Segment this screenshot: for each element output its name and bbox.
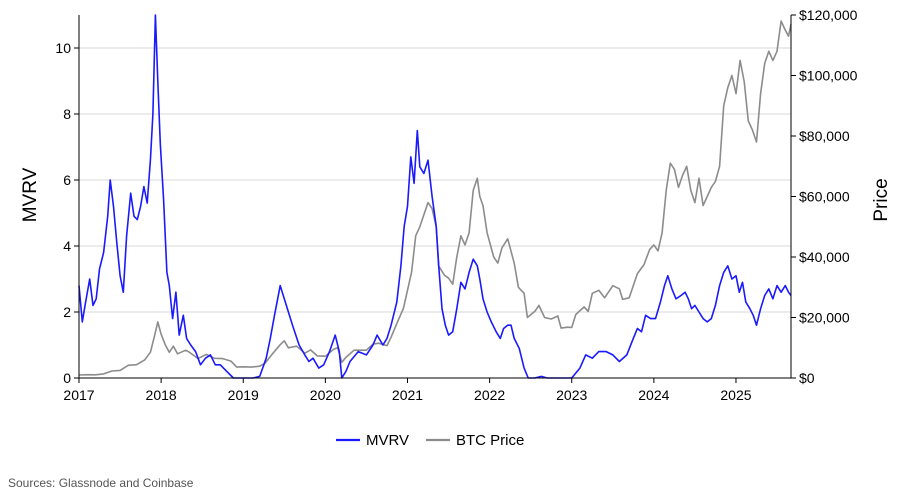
legend-label-btc-price: BTC Price: [456, 432, 524, 449]
btc-price-line: [78, 20, 792, 376]
x-tick-label: 2021: [392, 387, 423, 403]
x-tick-label: 2022: [474, 387, 505, 403]
left-tick-label: 8: [63, 106, 71, 122]
right-axis-ticks: $0 $20,000 $40,000 $60,000 $80,000 $100,000 $1…: [791, 7, 858, 386]
mvrv-line: [78, 14, 792, 379]
left-tick-label: 2: [63, 304, 71, 320]
plot-area: [78, 14, 792, 379]
right-tick-label: $0: [799, 370, 815, 386]
x-tick-label: 2020: [310, 387, 341, 403]
left-axis-ticks: 0 2 4 6 8 10: [55, 40, 79, 386]
left-tick-label: 0: [63, 370, 71, 386]
gridlines: [79, 47, 791, 313]
x-tick-label: 2017: [63, 387, 94, 403]
legend-label-mvrv: MVRV: [366, 432, 409, 449]
x-tick-label: 2018: [146, 387, 177, 403]
x-tick-label: 2025: [720, 387, 751, 403]
x-tick-label: 2019: [228, 387, 259, 403]
right-tick-label: $80,000: [799, 128, 850, 144]
right-tick-label: $20,000: [799, 310, 850, 326]
x-tick-label: 2024: [638, 387, 669, 403]
right-tick-label: $40,000: [799, 249, 850, 265]
x-axis-ticks: 2017 2018 2019 2020 2021 2022 2023 2024 2025: [63, 378, 752, 403]
left-tick-label: 4: [63, 238, 71, 254]
left-tick-label: 10: [55, 40, 71, 56]
left-tick-label: 6: [63, 172, 71, 188]
source-note: Sources: Glassnode and Coinbase: [8, 476, 194, 490]
x-tick-label: 2023: [556, 387, 587, 403]
right-tick-label: $120,000: [799, 7, 858, 23]
right-axis-title: Price: [871, 178, 892, 221]
right-tick-label: $100,000: [799, 68, 858, 84]
right-tick-label: $60,000: [799, 189, 850, 205]
legend: MVRV BTC Price: [336, 432, 524, 449]
left-axis-title: MVRV: [20, 167, 41, 222]
axes: [78, 15, 792, 379]
